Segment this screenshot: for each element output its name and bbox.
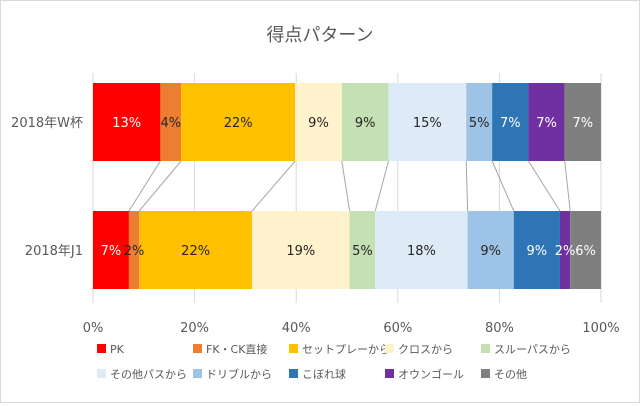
bar-segment [93,83,161,161]
series-line [138,160,182,212]
bar-segment [466,83,493,161]
data-label: 13% [112,116,141,131]
data-label: 9% [308,116,329,131]
chart-title: 得点パターン [266,25,373,46]
x-tick-label: 20% [180,321,209,336]
legend-label: その他 [494,368,527,381]
series-line [528,160,561,212]
bar-segment [513,211,560,289]
data-label: 7% [101,244,122,259]
x-tick-label: 80% [485,321,514,336]
data-label: 7% [500,116,521,131]
data-label: 18% [407,244,436,259]
data-label: 7% [573,116,594,131]
bar-segment [375,211,468,289]
legend-swatch [193,344,202,353]
bar-segment [528,83,565,161]
data-label: 9% [527,244,548,259]
data-label: 5% [352,244,373,259]
data-label: 2% [555,244,576,259]
bar-segment [570,211,601,289]
data-label: 6% [575,244,596,259]
bar-segment [559,211,571,289]
data-label: 9% [355,116,376,131]
legend-label: PK [110,343,125,356]
series-line [251,160,296,212]
legend-swatch [385,369,394,378]
legend-swatch [97,369,106,378]
legend-swatch [481,369,490,378]
legend-swatch [193,369,202,378]
bar-segment [341,83,389,161]
legend-swatch [481,344,490,353]
bar-segment [564,83,601,161]
bars [93,83,601,289]
bar-segment [128,211,140,289]
bar-segment [349,211,376,289]
bar-segment [160,83,182,161]
data-label: 22% [224,116,253,131]
series-line [374,160,389,212]
bar-segment [295,83,342,161]
data-label: 2% [124,244,145,259]
legend-swatch [289,369,298,378]
legend-label: その他パスから [110,368,187,381]
bar-segment [181,83,296,161]
x-axis: 0% 20% 40% 60% 80% 100% [83,321,620,336]
data-labels: 13% 4% 22% 9% 9% 15% 5% 7% 7% 7%7% 2% 22% 19% 5% 18% 9%… [101,116,596,259]
bar-segment [93,211,129,289]
data-label: 7% [536,116,557,131]
legend-label: FK・CK直接 [206,342,267,356]
series-line [564,160,571,212]
legend-swatch [97,344,106,353]
data-label: 22% [181,244,210,259]
data-label: 9% [480,244,501,259]
bar-segment [252,211,350,289]
bar-segment [388,83,467,161]
bar-segment [467,211,514,289]
legend-swatch [289,344,298,353]
x-tick-label: 0% [83,321,104,336]
legend-label: セットプレーから [302,343,390,356]
legend-swatch [385,344,394,353]
data-label: 5% [469,116,490,131]
series-line [465,160,469,212]
x-tick-label: 40% [282,321,311,336]
legend-label: スルーパスから [494,343,571,356]
y-axis: 2018年W杯 2018年J1 [11,116,83,259]
x-tick-label: 100% [582,321,619,336]
legend-label: オウンゴール [398,367,464,381]
series-lines [128,160,571,212]
x-tick-label: 60% [383,321,412,336]
category-label: 2018年J1 [25,244,83,259]
series-line [341,160,351,212]
legend-label: こぼれ球 [302,367,346,381]
series-line [128,160,161,212]
bar-segment [139,211,253,289]
series-line [491,160,515,212]
bar-segment [492,83,529,161]
data-label: 15% [413,116,442,131]
legend-label: ドリブルから [206,367,272,381]
category-label: 2018年W杯 [11,116,83,131]
legend-label: クロスから [398,343,453,356]
data-label: 19% [286,244,315,259]
data-label: 4% [160,116,181,131]
